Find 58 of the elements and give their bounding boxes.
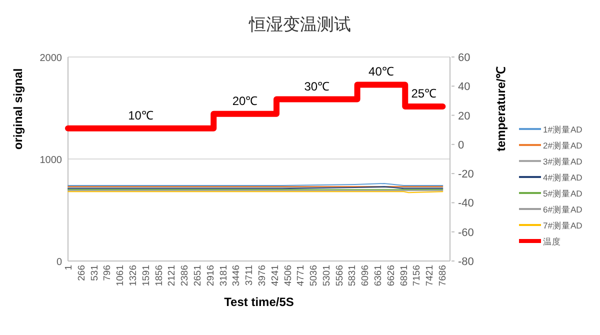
x-tick-label: 6361 [373,265,384,286]
x-axis-title: Test time/5S [224,295,294,309]
y2-axis-title: temperature/℃ [494,66,508,152]
x-tick-label: 6096 [360,265,372,286]
x-tick-label: 3976 [256,265,268,286]
x-tick-label: 1 [64,265,74,270]
x-tick-label: 1326 [128,265,139,286]
legend-label: 4#测量AD [543,172,582,182]
x-tick-label: 7156 [412,265,423,286]
x-tick-label: 3181 [218,265,230,286]
legend-label: 7#测量AD [543,220,582,230]
x-tick-label: 4771 [296,265,307,286]
x-tick-label: 5301 [321,265,332,286]
y2-tick-label: 20 [458,110,470,122]
x-tick-label: 3446 [231,265,242,286]
x-tick-label: 2386 [180,265,191,286]
legend-label: 2#测量AD [543,140,582,150]
annotation: 30℃ [304,79,330,94]
legend-label: 3#测量AD [543,156,582,166]
legend-label: 5#测量AD [543,188,582,198]
y2-tick-label: -60 [458,226,474,239]
x-tick-label: 2916 [205,265,216,286]
chart-title: 恒湿变温测试 [248,15,351,34]
y-tick-label: 2000 [40,53,62,64]
y2-tick-label: -80 [458,256,474,268]
x-tick-label: 7421 [424,265,436,286]
x-tick-label: 1591 [140,265,152,286]
x-tick-label: 5036 [308,265,320,286]
y-tick-label: 0 [56,257,62,268]
y2-tick-label: 0 [458,139,464,152]
x-tick-label: 5831 [347,265,358,286]
x-tick-label: 266 [76,265,88,281]
x-tick-label: 796 [102,265,114,281]
y2-tick-label: -20 [458,168,474,181]
legend-label: 1#测量AD [543,124,582,134]
x-tick-label: 7686 [438,265,449,286]
legend-label: 6#测量AD [543,204,582,214]
annotation: 25℃ [411,86,437,101]
y2-tick-label: 60 [458,52,470,64]
x-tick-label: 6626 [386,265,397,286]
x-tick-label: 2121 [166,265,178,286]
annotation: 40℃ [368,64,394,79]
y-tick-label: 1000 [40,155,62,166]
y-axis-title: original signal [11,68,25,150]
y2-tick-label: 40 [458,81,470,94]
x-tick-label: 531 [89,265,100,281]
x-tick-label: 5566 [334,265,346,286]
x-tick-label: 2651 [192,265,204,286]
x-tick-label: 6891 [398,265,410,286]
x-tick-label: 4241 [270,265,281,286]
annotation: 20℃ [232,94,258,108]
annotation: 10℃ [128,108,154,122]
x-tick-label: 1856 [154,265,165,286]
x-tick-label: 4506 [282,265,294,286]
x-tick-label: 3711 [244,265,256,286]
x-tick-label: 1061 [115,265,126,286]
y2-tick-label: -40 [458,198,474,210]
legend-label: 温度 [543,236,561,246]
